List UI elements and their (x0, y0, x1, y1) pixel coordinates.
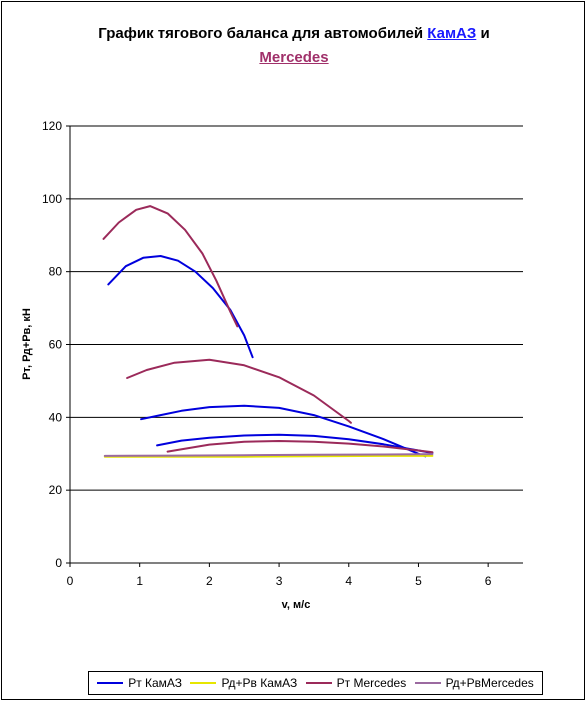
x-tick-label: 2 (206, 574, 213, 588)
legend-label: Рт КамАЗ (128, 676, 183, 690)
y-tick-label: 20 (49, 483, 63, 497)
series-line-0 (156, 433, 434, 454)
y-tick-label: 80 (49, 265, 63, 279)
series-lines (102, 205, 434, 458)
y-tick-label: 60 (49, 338, 63, 352)
series-line-2 (166, 440, 434, 454)
x-axis-label: v, м/с (282, 599, 311, 611)
series-line-0 (107, 255, 254, 359)
chart-title: График тягового баланса для автомобилей … (0, 22, 588, 70)
y-axis-label: Рт, Рд+Рв, кН (21, 308, 33, 380)
y-tick-label: 0 (55, 556, 62, 570)
legend-label: Рт Mercedes (336, 676, 407, 690)
title-mercedes: Mercedes (259, 49, 329, 66)
y-tick-label: 40 (49, 410, 63, 424)
title-joiner: и (480, 25, 490, 42)
title-prefix: График тягового баланса для автомобилей (98, 25, 424, 42)
series-line-2 (102, 205, 239, 328)
x-tick-label: 3 (276, 574, 283, 588)
y-tick-label: 100 (42, 192, 62, 206)
grid (69, 125, 523, 564)
series-line-1 (103, 454, 434, 458)
legend-label: Рд+Рв КамАЗ (221, 676, 298, 690)
x-tick-label: 0 (67, 574, 74, 588)
series-line-2 (126, 358, 352, 424)
x-tick-label: 6 (485, 574, 492, 588)
tick-labels: 0 20 40 60 80 100 120 0 1 2 3 4 5 6 (42, 119, 492, 588)
legend-item-3: Рд+РвMercedes (414, 676, 534, 690)
legend-label: Рд+РвMercedes (445, 676, 534, 690)
x-tick-label: 1 (136, 574, 143, 588)
legend: Рт КамАЗ Рд+Рв КамАЗ Рт Mercedes Рд+РвMerce… (88, 671, 543, 695)
legend-item-2: Рт Mercedes (305, 676, 407, 690)
series-line-0 (140, 404, 427, 458)
x-tick-label: 4 (345, 574, 352, 588)
legend-swatch (305, 682, 332, 684)
legend-swatch (414, 682, 441, 684)
x-tick-label: 5 (415, 574, 422, 588)
series-line-3 (103, 453, 434, 457)
legend-swatch (190, 682, 217, 684)
legend-swatch (97, 682, 124, 684)
legend-item-0: Рт КамАЗ (97, 676, 182, 690)
title-kamaz: КамАЗ (427, 25, 477, 42)
legend-item-1: Рд+Рв КамАЗ (190, 676, 297, 690)
y-tick-label: 120 (42, 119, 62, 133)
